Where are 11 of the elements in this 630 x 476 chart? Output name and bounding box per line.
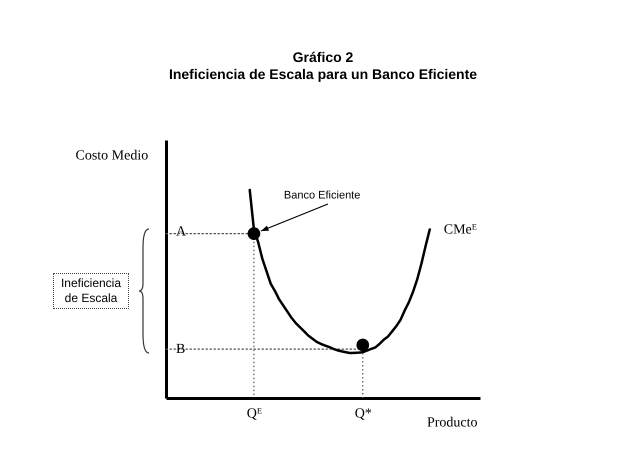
- y-axis-title: Costo Medio: [76, 148, 148, 164]
- annotation: B: [176, 342, 186, 358]
- x-tick-label: Qᴱ: [246, 406, 262, 422]
- annotation: Banco Eficiente: [284, 190, 360, 202]
- series-label: CMeᴱ: [444, 222, 477, 238]
- x-tick-label: Q*: [354, 406, 372, 422]
- text: Ineficiencia de Escala: [53, 273, 129, 309]
- chart-title: Gráfico 2: [292, 49, 354, 65]
- chart-subtitle: Ineficiencia de Escala para un Banco Eficiente: [168, 66, 478, 82]
- x-axis-title: Producto: [426, 416, 478, 430]
- annotation: A: [176, 224, 187, 240]
